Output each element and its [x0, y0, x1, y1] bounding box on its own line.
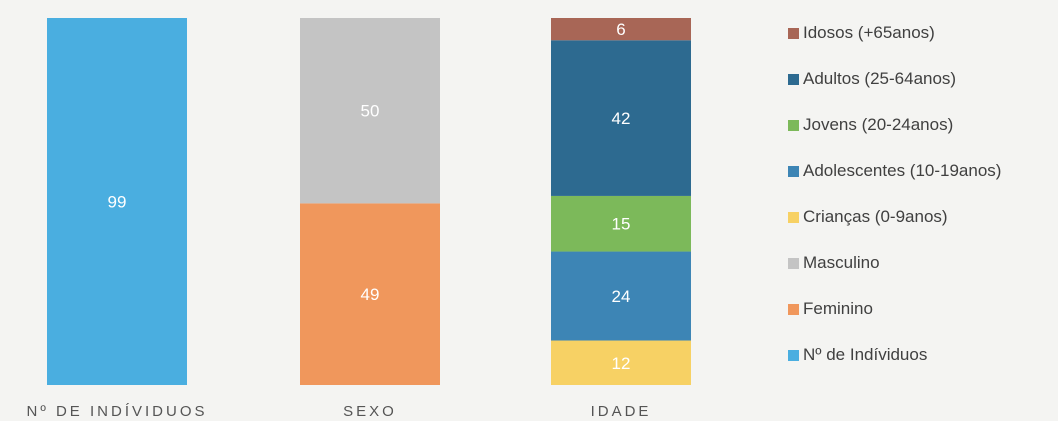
data-label: 6	[616, 20, 625, 39]
data-label: 12	[612, 354, 631, 373]
data-label: 24	[612, 287, 631, 306]
legend-swatch	[788, 119, 799, 131]
legend-label: Adultos (25-64anos)	[803, 69, 957, 88]
legend-label: Idosos (+65anos)	[803, 23, 935, 42]
legend-swatch	[788, 73, 799, 85]
bar-segment-crian-as-0-9anos	[551, 340, 691, 385]
legend-label: Adolescentes (10-19anos)	[803, 161, 1002, 180]
category-label: IDADE	[591, 403, 652, 420]
legend-swatch	[788, 211, 799, 223]
data-label: 15	[612, 215, 631, 234]
legend-label: Jovens (20-24anos)	[803, 115, 954, 134]
legend-item: Feminino	[788, 286, 1001, 332]
bar-segment-masculino	[300, 18, 440, 204]
legend-item: Nº de Indíviduos	[788, 332, 1001, 378]
legend-label: Nº de Indíviduos	[803, 345, 928, 364]
legend-item: Jovens (20-24anos)	[788, 102, 1001, 148]
bar-segment-jovens-20-24anos	[551, 195, 691, 252]
legend-item: Idosos (+65anos)	[788, 10, 1001, 56]
bar-segment-adolescentes-10-19anos	[551, 251, 691, 341]
legend-item: Adultos (25-64anos)	[788, 56, 1001, 102]
legend-item: Crianças (0-9anos)	[788, 194, 1001, 240]
legend-label: Crianças (0-9anos)	[803, 207, 948, 226]
bar-segment-feminino	[300, 203, 440, 385]
legend-label: Masculino	[803, 253, 880, 272]
data-label: 49	[361, 285, 380, 304]
data-label: 99	[108, 193, 127, 212]
bar-segment-n-de-ind-viduos	[47, 18, 187, 385]
legend-swatch	[788, 257, 799, 269]
data-label: 42	[612, 109, 631, 128]
legend-item: Adolescentes (10-19anos)	[788, 148, 1001, 194]
bar-segment-adultos-25-64anos	[551, 40, 691, 196]
bar-segment-idosos-65anos	[551, 18, 691, 41]
legend-item: Masculino	[788, 240, 1001, 286]
category-label: SEXO	[343, 403, 397, 420]
data-label: 50	[361, 102, 380, 121]
chart-legend: Idosos (+65anos) Adultos (25-64anos) Joven…	[788, 10, 1001, 378]
legend-swatch	[788, 165, 799, 177]
category-label: Nº DE INDÍVIDUOS	[27, 403, 208, 420]
legend-label: Feminino	[803, 299, 873, 318]
legend-swatch	[788, 349, 799, 361]
legend-swatch	[788, 27, 799, 39]
legend-swatch	[788, 303, 799, 315]
